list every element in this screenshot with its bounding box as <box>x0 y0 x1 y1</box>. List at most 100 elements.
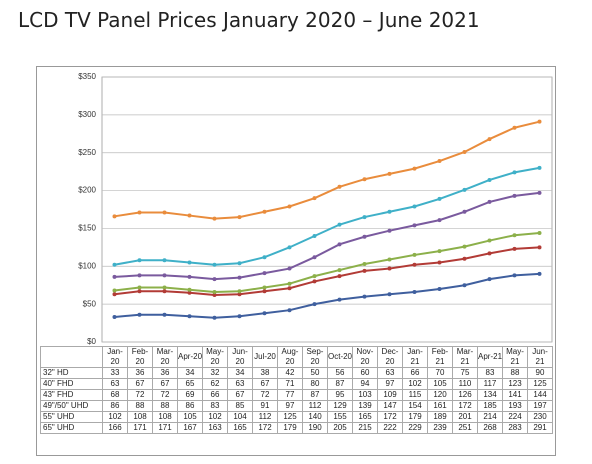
value-cell: 125 <box>277 411 303 423</box>
point <box>462 187 467 192</box>
category-label: Feb-21 <box>427 346 453 368</box>
value-cell: 117 <box>477 378 503 390</box>
value-cell: 251 <box>452 422 478 434</box>
point <box>287 266 292 271</box>
point <box>312 279 317 284</box>
point <box>312 302 317 307</box>
point <box>287 286 292 291</box>
value-cell: 86 <box>177 400 203 412</box>
point <box>137 289 142 294</box>
value-cell: 141 <box>502 389 528 401</box>
table-row: 40" FHD 63 67 67 65 62 63 67 71 80 87 94 97 102 105 110… <box>40 378 553 390</box>
point <box>212 293 217 298</box>
value-cell: 75 <box>452 367 478 379</box>
value-cell: 155 <box>327 411 353 423</box>
point <box>287 308 292 313</box>
value-cell: 66 <box>402 367 428 379</box>
point <box>237 292 242 297</box>
value-cell: 224 <box>502 411 528 423</box>
value-cell: 179 <box>402 411 428 423</box>
series-line <box>114 272 540 319</box>
point <box>537 190 542 195</box>
value-cell: 222 <box>377 422 403 434</box>
value-cell: 102 <box>102 411 128 423</box>
value-cell: 65 <box>177 378 203 390</box>
value-cell: 171 <box>127 422 153 434</box>
point <box>512 125 517 130</box>
point <box>137 273 142 278</box>
point <box>462 244 467 249</box>
value-cell: 71 <box>277 378 303 390</box>
y-tick-label: $50 <box>83 299 97 308</box>
value-cell: 193 <box>502 400 528 412</box>
value-cell: 283 <box>502 422 528 434</box>
point <box>187 213 192 218</box>
value-cell: 69 <box>177 389 203 401</box>
value-cell: 87 <box>327 378 353 390</box>
corner <box>40 346 103 368</box>
point <box>362 262 367 267</box>
value-cell: 83 <box>202 400 228 412</box>
value-cell: 229 <box>402 422 428 434</box>
value-cell: 239 <box>427 422 453 434</box>
point <box>187 260 192 265</box>
value-cell: 33 <box>102 367 128 379</box>
value-cell: 72 <box>252 389 278 401</box>
y-tick-label: $300 <box>78 110 96 119</box>
point <box>162 258 167 263</box>
table-row: 65" UHD 166 171 171 167 163 165 172 179 190 205 215… <box>40 422 553 434</box>
point <box>462 149 467 154</box>
point <box>437 196 442 201</box>
point <box>187 287 192 292</box>
point <box>412 223 417 228</box>
point <box>362 215 367 220</box>
value-cell: 123 <box>502 378 528 390</box>
point <box>437 159 442 164</box>
point <box>412 166 417 171</box>
point <box>412 290 417 295</box>
point <box>512 246 517 251</box>
value-cell: 60 <box>352 367 378 379</box>
point <box>137 258 142 263</box>
data-table: Jan-20 Feb-20 Mar-20 Apr-20 May-20 Jun-20 Jul-… <box>40 346 553 434</box>
value-cell: 38 <box>252 367 278 379</box>
value-cell: 77 <box>277 389 303 401</box>
chart-title: LCD TV Panel Prices January 2020 – June … <box>18 8 480 32</box>
value-cell: 104 <box>227 411 253 423</box>
category-label: Sep-20 <box>302 346 328 368</box>
category-label: Jun-20 <box>227 346 253 368</box>
point <box>112 288 117 293</box>
value-cell: 102 <box>202 411 228 423</box>
point <box>487 277 492 282</box>
y-tick-label: $0 <box>87 337 96 346</box>
value-cell: 95 <box>327 389 353 401</box>
value-cell: 97 <box>377 378 403 390</box>
legend-label: 43" FHD <box>40 389 103 401</box>
table-row: 55" UHD 102 108 108 105 102 104 112 125 140 155 165… <box>40 411 553 423</box>
point <box>162 285 167 290</box>
point <box>537 230 542 235</box>
point <box>512 170 517 175</box>
value-cell: 67 <box>152 378 178 390</box>
value-cell: 215 <box>352 422 378 434</box>
value-cell: 112 <box>252 411 278 423</box>
point <box>437 260 442 265</box>
category-label: Feb-20 <box>127 346 153 368</box>
point <box>237 314 242 319</box>
point <box>287 281 292 286</box>
value-cell: 197 <box>527 400 553 412</box>
category-label: Jan-21 <box>402 346 428 368</box>
point <box>237 261 242 266</box>
point <box>487 251 492 256</box>
point <box>262 311 267 316</box>
point <box>412 262 417 267</box>
y-tick-label: $350 <box>78 72 96 81</box>
point <box>462 256 467 261</box>
point <box>187 290 192 295</box>
point <box>137 312 142 317</box>
point <box>137 210 142 215</box>
value-cell: 56 <box>327 367 353 379</box>
value-cell: 108 <box>127 411 153 423</box>
